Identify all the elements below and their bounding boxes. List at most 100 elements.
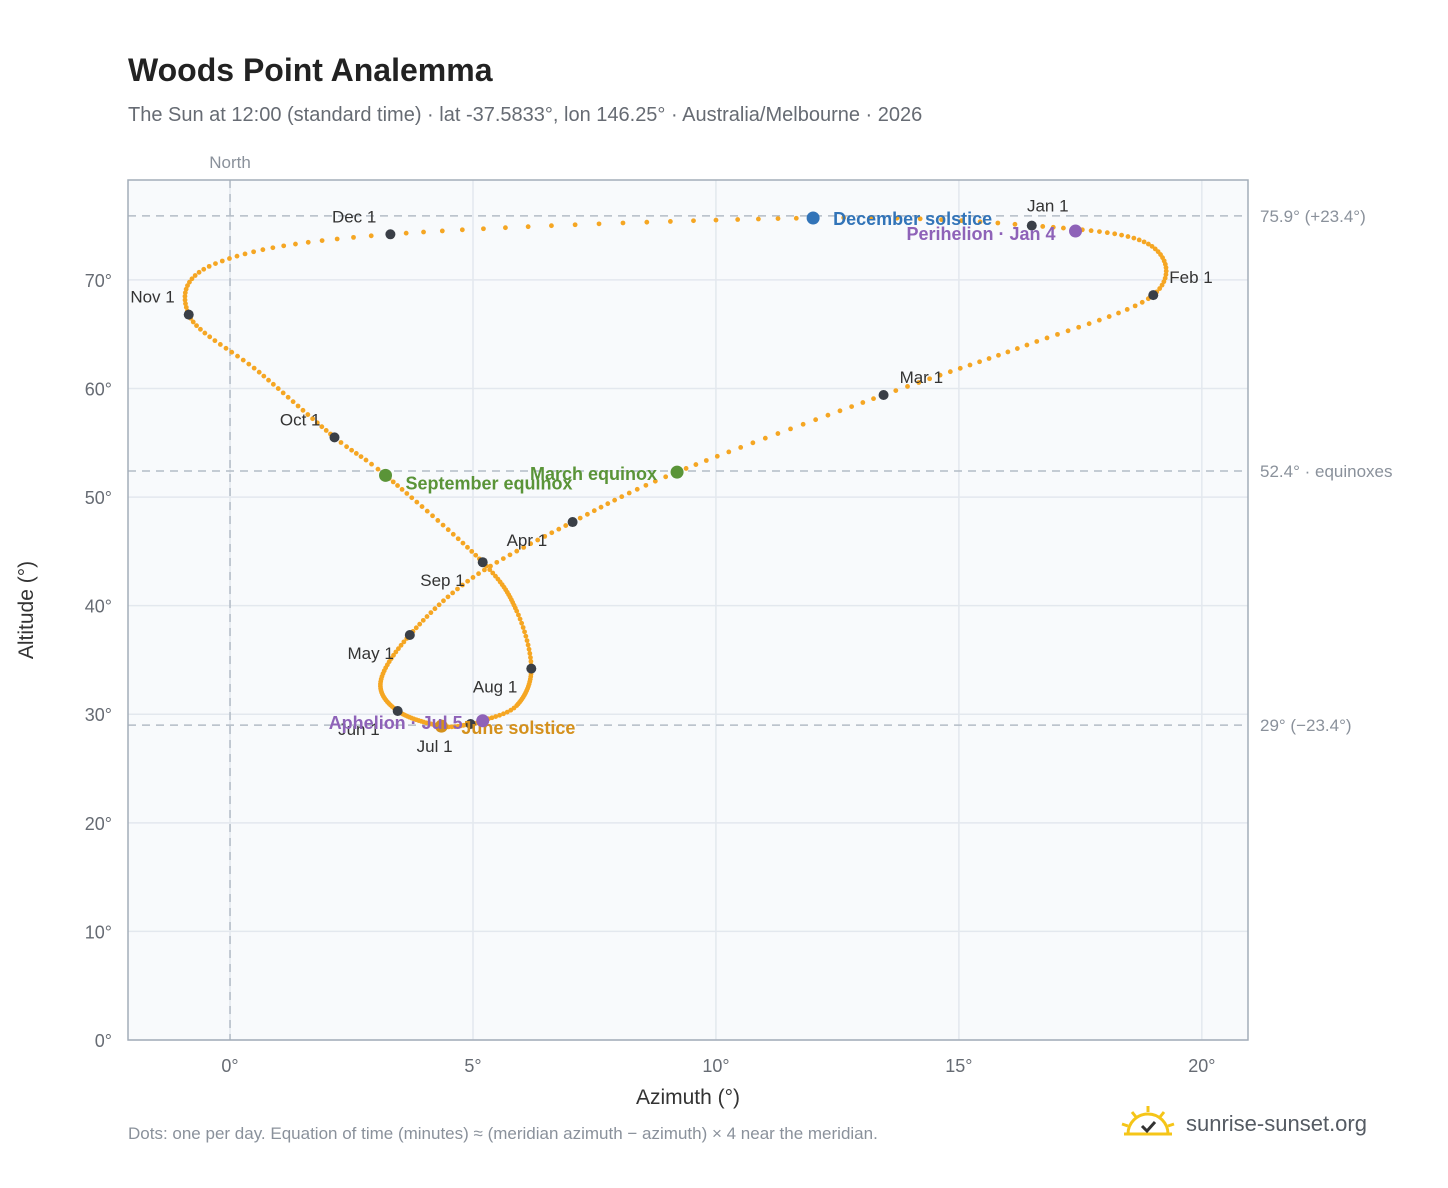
daily-sun-dot [401,639,407,645]
month-label: Nov 1 [130,288,174,307]
daily-sun-dot [860,400,866,405]
daily-sun-dot [270,381,276,387]
daily-sun-dot [520,625,526,630]
daily-sun-dot [1024,342,1030,348]
daily-sun-dot [1044,335,1050,341]
y-tick-label: 60° [85,379,112,399]
daily-sun-dot [1131,235,1137,241]
brand-logo[interactable]: sunrise-sunset.org [1120,1102,1367,1146]
daily-sun-dot [421,229,426,235]
daily-sun-dot [1065,328,1071,334]
daily-sun-dot [605,501,611,507]
daily-sun-dot [556,526,562,532]
daily-sun-dot [455,586,460,592]
daily-sun-dot [358,454,364,460]
daily-sun-dot [788,426,793,432]
month-marker [183,309,194,320]
daily-sun-dot [1096,317,1102,323]
month-marker [1148,290,1159,301]
daily-sun-dot [977,219,983,225]
x-tick-label: 10° [702,1056,729,1076]
daily-sun-dot [1119,232,1124,238]
daily-sun-dot [493,573,498,579]
daily-sun-dot [584,511,590,517]
daily-sun-dot [693,462,699,467]
month-label: Dec 1 [332,207,376,226]
daily-sun-dot [535,537,541,543]
daily-sun-dot [207,334,213,340]
daily-sun-dot [285,394,291,400]
daily-sun-dot [420,617,426,623]
daily-sun-dot [441,598,446,604]
daily-sun-dot [800,421,806,427]
daily-sun-dot [399,487,405,492]
chart-subtitle: The Sun at 12:00 (standard time) · lat -… [128,104,923,126]
daily-sun-dot [432,606,438,612]
daily-sun-dot [591,508,597,514]
daily-sun-dot [937,372,943,378]
daily-sun-dot [517,616,523,622]
x-tick-label: 0° [221,1056,238,1076]
y-tick-label: 10° [85,922,112,942]
daily-sun-dot [1040,224,1046,229]
daily-sun-dot [251,249,257,255]
daily-sun-dot [390,479,396,485]
daily-sun-dot [414,499,420,505]
daily-sun-dot [497,712,502,718]
daily-sun-dot [194,323,199,329]
daily-sun-dot [652,478,658,484]
daily-sun-dot [620,220,626,226]
daily-sun-dot [1104,230,1110,236]
y-tick-label: 30° [85,705,112,725]
daily-sun-dot [190,319,196,325]
daily-sun-dot [619,494,625,500]
daily-sun-dot [1050,224,1056,230]
x-tick-label: 20° [1188,1056,1215,1076]
daily-sun-dot [192,273,198,278]
daily-sun-dot [967,362,973,368]
daily-sun-dot [266,377,271,383]
daily-sun-dot [1061,225,1066,231]
daily-sun-dot [528,659,534,664]
daily-sun-dot [281,243,287,249]
daily-sun-dot [894,215,900,221]
daily-sun-dot [957,365,963,371]
daily-sun-dot [395,483,400,488]
daily-sun-dot [235,353,240,359]
daily-sun-dot [189,276,195,282]
daily-sun-dot [482,567,487,573]
daily-sun-dot [501,711,506,717]
daily-sun-dot [1014,346,1020,351]
daily-sun-dot [445,594,451,600]
daily-sun-dot [549,530,555,536]
daily-sun-dot [813,417,819,423]
daily-sun-dot [338,440,344,445]
y-tick-label: 20° [85,814,112,834]
daily-sun-dot [212,338,218,344]
daily-sun-dot [917,216,923,222]
daily-sun-dot [1141,239,1147,245]
daily-sun-dot [305,412,311,417]
month-label: Sep 1 [420,571,464,590]
brand-name: sunrise-sunset.org [1186,1111,1367,1136]
daily-sun-dot [528,655,533,660]
daily-sun-dot [738,445,744,450]
daily-sun-dot [1086,321,1092,327]
daily-sun-dot [563,523,569,528]
daily-sun-dot [428,610,434,616]
event-marker [1069,224,1083,238]
plot-frame [127,179,1249,1041]
daily-sun-dot [417,621,423,627]
daily-sun-dot [223,345,229,351]
daily-sun-dot [626,490,632,496]
event-label: June solstice [461,718,575,738]
daily-sun-dot [183,304,189,310]
month-marker [329,432,340,443]
month-marker [878,390,889,400]
daily-sun-dot [524,638,530,644]
month-label: Jul 1 [417,737,453,756]
daily-sun-dot [959,218,964,224]
reference-line-label: 75.9° (+23.4°) [1260,207,1366,226]
daily-sun-dot [893,388,899,393]
daily-sun-dot [476,571,481,577]
